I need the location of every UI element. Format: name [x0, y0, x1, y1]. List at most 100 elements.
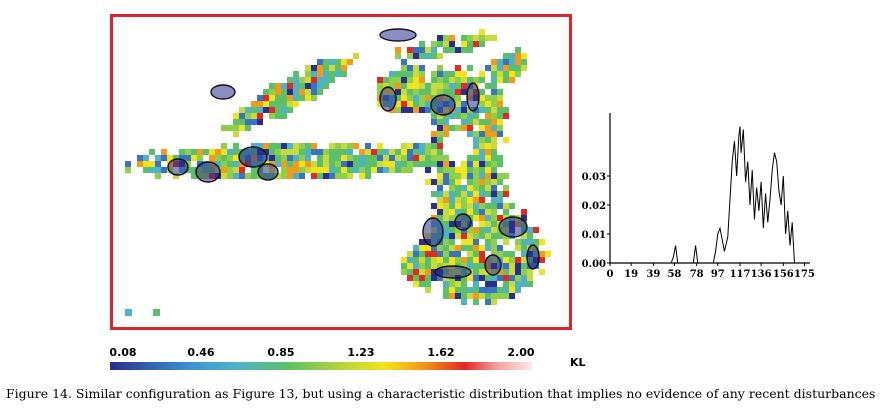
map-cell: [467, 185, 473, 191]
map-cell: [215, 161, 221, 167]
map-cell: [275, 155, 281, 161]
map-cell: [419, 149, 425, 155]
map-cell: [395, 149, 401, 155]
map-cell: [443, 89, 449, 95]
map-cell: [455, 251, 461, 257]
map-cell: [431, 143, 437, 149]
map-cell: [515, 257, 521, 263]
map-cell: [275, 83, 281, 89]
map-contour: [257, 163, 279, 181]
map-cell: [479, 89, 485, 95]
map-cell: [473, 179, 479, 185]
map-cell: [395, 53, 401, 59]
colorbar-tick: 0.08: [109, 346, 137, 359]
map-cell: [467, 41, 473, 47]
map-cell: [509, 71, 515, 77]
map-cell: [239, 113, 245, 119]
map-cell: [413, 245, 419, 251]
map-cell: [443, 287, 449, 293]
map-cell: [407, 47, 413, 53]
map-cell: [383, 167, 389, 173]
map-cell: [233, 113, 239, 119]
map-cell: [419, 281, 425, 287]
map-cell: [431, 71, 437, 77]
map-cell: [431, 257, 437, 263]
map-cell: [341, 173, 347, 179]
map-contour: [434, 265, 472, 279]
map-cell: [497, 59, 503, 65]
map-cell: [455, 167, 461, 173]
map-cell: [449, 71, 455, 77]
map-cell: [449, 185, 455, 191]
map-cell: [503, 77, 509, 83]
map-cell: [335, 173, 341, 179]
map-cell: [437, 167, 443, 173]
map-cell: [221, 149, 227, 155]
map-cell: [479, 131, 485, 137]
map-cell: [491, 77, 497, 83]
map-cell: [455, 179, 461, 185]
map-cell: [473, 41, 479, 47]
map-cell: [185, 155, 191, 161]
map-cell: [365, 173, 371, 179]
map-cell: [419, 107, 425, 113]
map-cell: [425, 269, 431, 275]
map-cell: [449, 113, 455, 119]
map-cell: [281, 107, 287, 113]
map-cell: [449, 125, 455, 131]
x-tick-label: 156: [773, 269, 794, 280]
map-cell: [467, 251, 473, 257]
x-tick-label: 97: [711, 269, 725, 280]
map-cell: [347, 59, 353, 65]
map-cell: [491, 167, 497, 173]
map-cell: [425, 245, 431, 251]
map-cell: [143, 167, 149, 173]
map-cell: [413, 251, 419, 257]
map-cell: [353, 167, 359, 173]
map-cell: [359, 155, 365, 161]
map-cell: [467, 239, 473, 245]
map-cell: [431, 53, 437, 59]
map-cell: [455, 233, 461, 239]
map-cell: [413, 257, 419, 263]
map-contour: [238, 146, 268, 168]
colorbar-unit: KL: [570, 356, 586, 369]
map-cell: [287, 101, 293, 107]
map-cell: [491, 179, 497, 185]
map-cell: [293, 167, 299, 173]
map-cell: [497, 215, 503, 221]
map-cell: [485, 137, 491, 143]
map-cell: [491, 125, 497, 131]
map-cell: [503, 71, 509, 77]
map-cell: [281, 113, 287, 119]
map-cell: [323, 155, 329, 161]
map-cell: [395, 107, 401, 113]
map-cell: [461, 257, 467, 263]
map-cell: [275, 89, 281, 95]
map-cell: [449, 281, 455, 287]
map-cell: [413, 269, 419, 275]
map-cell: [269, 83, 275, 89]
map-cell: [497, 275, 503, 281]
map-cell: [377, 167, 383, 173]
map-cell: [473, 203, 479, 209]
map-cell: [509, 269, 515, 275]
map-cell: [491, 215, 497, 221]
map-cell: [437, 131, 443, 137]
map-cell: [485, 83, 491, 89]
map-cell: [305, 83, 311, 89]
map-cell: [419, 143, 425, 149]
map-cell: [467, 65, 473, 71]
map-cell: [497, 269, 503, 275]
map-cell: [473, 275, 479, 281]
map-cell: [449, 239, 455, 245]
map-cell: [473, 287, 479, 293]
map-cell: [209, 149, 215, 155]
map-contour: [454, 213, 472, 231]
map-cell: [491, 137, 497, 143]
map-cell: [383, 83, 389, 89]
map-cell: [443, 191, 449, 197]
map-cell: [467, 125, 473, 131]
kl-colorbar: [110, 362, 532, 370]
map-cell: [497, 245, 503, 251]
